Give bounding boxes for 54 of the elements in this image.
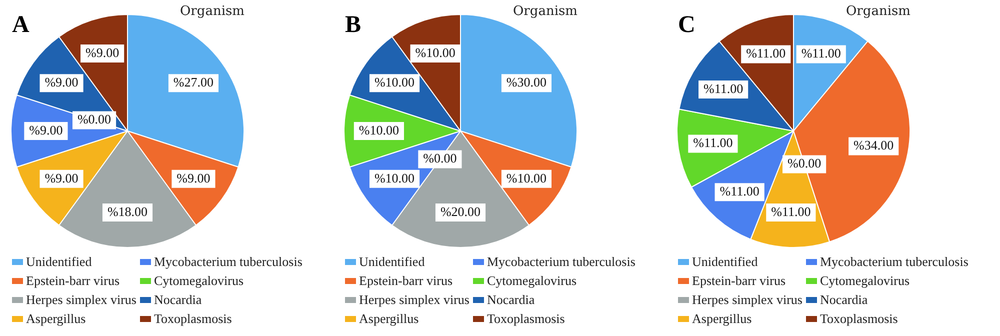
data-label: %20.00 xyxy=(440,204,481,219)
data-label: %27.00 xyxy=(173,74,214,90)
legend-label: Herpes simplex virus xyxy=(26,292,136,308)
data-label: %9.00 xyxy=(44,74,78,90)
data-label: %9.00 xyxy=(86,44,120,60)
legend-label: Unidentified xyxy=(692,254,758,270)
legend-label: Aspergillus xyxy=(692,310,752,326)
data-label: %10.00 xyxy=(374,74,415,90)
legend-label: Toxoplasmosis xyxy=(154,310,232,326)
data-label: %9.00 xyxy=(29,122,63,138)
legend-label: Herpes simplex virus xyxy=(359,292,470,308)
text: B xyxy=(345,12,362,39)
text: C xyxy=(678,12,696,39)
legend-label: Epstein-barr virus xyxy=(26,272,120,288)
data-label: %18.00 xyxy=(107,204,148,219)
legend-label: Nocardia xyxy=(487,292,535,308)
legend-label: Unidentified xyxy=(359,254,425,270)
data-label: %11.00 xyxy=(746,46,786,61)
data-label: %10.00 xyxy=(358,122,399,138)
data-label: %30.00 xyxy=(506,74,547,90)
text: A xyxy=(12,12,30,39)
legend-label: Aspergillus xyxy=(26,310,86,326)
data-label: %10.00 xyxy=(415,44,456,60)
text: %0.00 xyxy=(423,150,457,166)
data-label: %11.00 xyxy=(704,80,744,96)
chart-title: Organism xyxy=(513,4,578,19)
data-label: %10.00 xyxy=(374,170,415,186)
legend-label: Herpes simplex virus xyxy=(692,292,802,308)
legend-label: Cytomegalovirus xyxy=(820,272,910,288)
legend-label: Aspergillus xyxy=(359,310,419,326)
data-label: %10.00 xyxy=(506,170,547,186)
legend-label: Toxoplasmosis xyxy=(487,310,565,326)
text: %0.00 xyxy=(77,112,112,127)
text: %0.00 xyxy=(788,156,822,171)
chart-title: Organism xyxy=(180,4,244,19)
legend-label: Mycobacterium tuberculosis xyxy=(154,254,302,270)
chart-title: Organism xyxy=(846,4,910,19)
data-label: %11.00 xyxy=(693,135,733,150)
legend-label: Toxoplasmosis xyxy=(820,310,898,326)
data-label: %11.00 xyxy=(801,46,841,61)
data-label: %9.00 xyxy=(44,170,78,186)
legend-label: Nocardia xyxy=(820,292,868,308)
legend-label: Epstein-barr virus xyxy=(359,272,453,288)
legend-label: Cytomegalovirus xyxy=(487,272,577,288)
legend-label: Epstein-barr virus xyxy=(692,272,786,288)
data-label: %9.00 xyxy=(176,170,210,186)
data-label: %11.00 xyxy=(771,204,811,219)
legend-label: Cytomegalovirus xyxy=(154,272,244,288)
legend-label: Mycobacterium tuberculosis xyxy=(820,254,968,270)
legend-label: Mycobacterium tuberculosis xyxy=(487,254,636,270)
legend-label: Unidentified xyxy=(26,254,92,270)
legend-label: Nocardia xyxy=(154,292,202,308)
data-label: %11.00 xyxy=(720,184,760,199)
data-label: %34.00 xyxy=(854,138,894,153)
